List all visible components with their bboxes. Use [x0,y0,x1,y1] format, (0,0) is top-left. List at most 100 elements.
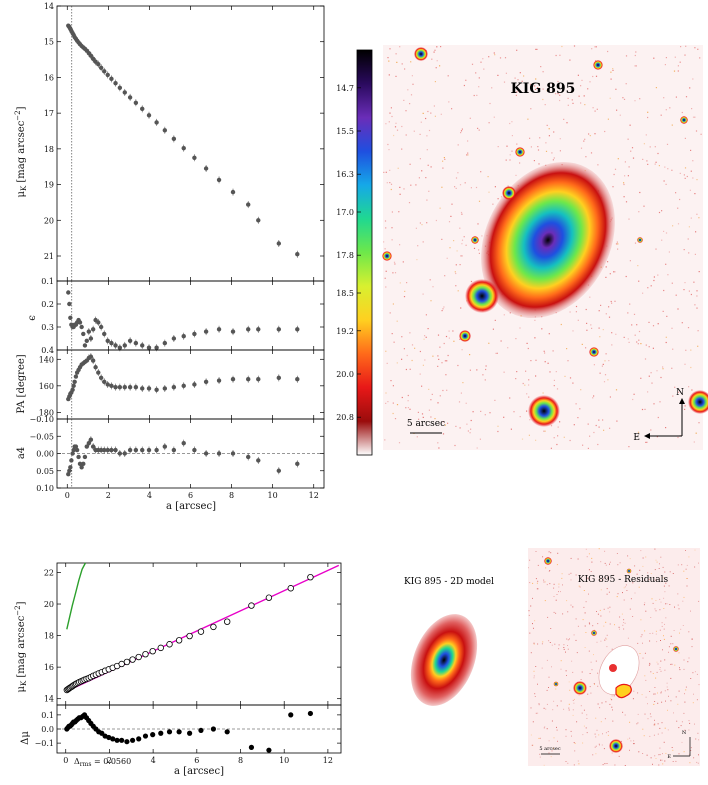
noise-speck [624,586,626,588]
noise-speck [634,100,636,102]
noise-speck [586,732,588,734]
noise-speck [576,652,578,654]
noise-speck [409,408,411,410]
noise-speck [402,261,404,263]
data-point [246,202,251,207]
noise-speck [658,754,660,756]
noise-speck [595,745,597,747]
star [515,147,525,157]
data-point [146,386,152,391]
noise-speck [576,721,578,723]
noise-speck [655,633,657,635]
noise-speck [416,259,418,261]
noise-speck [663,597,665,599]
noise-speck [570,579,572,581]
noise-speck [394,272,397,274]
noise-speck [548,135,550,137]
noise-speck [592,75,594,78]
noise-speck [488,191,490,193]
noise-speck [417,245,419,247]
data-point [171,136,177,142]
noise-speck [548,676,550,678]
noise-speck [602,764,604,766]
x-tick-label: 2 [107,756,112,765]
noise-speck [385,350,387,352]
noise-speck [470,280,473,283]
data-point [307,710,314,717]
noise-speck [465,244,467,246]
noise-speck [460,255,462,257]
data-point [79,465,84,470]
data-point [216,327,222,332]
data-point [248,744,255,750]
noise-speck [614,300,616,302]
noise-speck [648,578,650,580]
noise-speck [466,154,468,156]
noise-speck [689,87,691,89]
noise-speck [515,378,517,380]
y-tick-label: 0.3 [41,323,54,332]
noise-speck [419,133,421,135]
noise-speck [595,46,597,48]
noise-speck [433,105,435,107]
noise-speck [638,339,640,341]
y-tick-label: 18 [44,632,54,641]
noise-speck [577,319,579,321]
noise-speck [569,377,572,379]
noise-speck [392,402,394,404]
noise-speck [467,152,469,154]
noise-speck [650,285,652,287]
residual-title: KIG 895 - Residuals [578,575,669,585]
noise-speck [684,282,686,284]
noise-speck [458,401,461,403]
data-point [67,468,72,473]
noise-speck [439,207,441,209]
noise-speck [573,45,576,47]
noise-speck [672,395,674,397]
data-point [67,301,72,307]
data-point [154,387,159,393]
noise-speck [470,428,472,430]
data-point [162,386,168,391]
noise-speck [655,600,657,601]
noise-speck [482,374,484,376]
compass: N E [633,388,685,443]
noise-speck [674,606,675,608]
data-point [197,628,205,635]
noise-speck [689,189,691,191]
data-point [276,468,282,473]
noise-speck [667,729,669,731]
noise-speck [494,319,496,321]
star [609,739,623,753]
noise-speck [652,763,653,765]
noise-speck [640,550,642,552]
noise-speck [553,157,555,159]
noise-speck [661,759,663,761]
noise-speck [664,64,666,66]
noise-speck [421,170,423,172]
noise-speck [700,133,702,135]
data-point [246,454,251,460]
noise-speck [677,70,679,72]
noise-speck [459,427,461,429]
noise-speck [430,399,432,401]
noise-speck [617,593,619,595]
noise-speck [634,54,636,57]
noise-speck [446,360,448,362]
noise-speck [385,270,387,272]
residuals-x-axis-label: a [arcsec] [174,766,224,777]
noise-speck [434,49,436,51]
data-point [122,90,127,95]
noise-speck [551,82,553,84]
noise-speck [629,260,631,262]
noise-speck [690,366,692,369]
x-tick-label: 4 [147,491,152,500]
noise-speck [671,169,673,171]
noise-speck [648,346,650,348]
noise-speck [653,703,655,705]
noise-speck [695,231,697,233]
noise-speck [519,327,521,329]
noise-speck [660,556,662,558]
noise-speck [422,416,424,418]
